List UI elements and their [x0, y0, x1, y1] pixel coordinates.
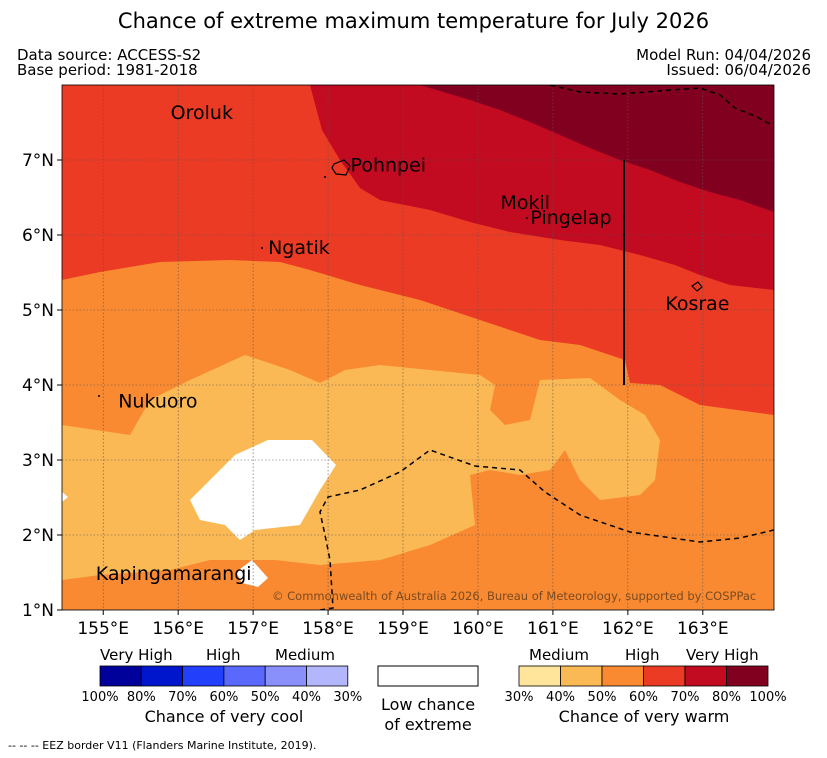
legend: Very High High Medium 100% 80% 70% 60% 50% 40… — [81, 646, 787, 734]
percent-label: 80% — [127, 690, 156, 705]
place-label: Kapingamarangi — [96, 563, 252, 585]
percent-label: 100% — [749, 690, 786, 705]
ngatik-dot — [261, 247, 263, 249]
lat-tick-label: 6°N — [22, 226, 54, 246]
cool-level-high: High — [206, 646, 240, 664]
nukuoro-dot — [98, 395, 100, 397]
lat-tick-label: 4°N — [22, 376, 54, 396]
map-title: Chance of extreme maximum temperature fo… — [117, 9, 710, 33]
data-source: Data source: ACCESS-S2 — [17, 46, 202, 64]
cool-colorbar — [99, 665, 349, 687]
lon-tick-label: 157°E — [227, 619, 279, 639]
kosrae-outline — [691, 281, 703, 292]
percent-label: 100% — [81, 690, 118, 705]
region-80-100 — [420, 85, 774, 212]
colorbar-swatch — [726, 665, 769, 687]
lon-tick-label: 156°E — [152, 619, 204, 639]
colorbar-swatch — [223, 665, 266, 687]
legend-warm: Medium High Very High 30% 40% 50% 60% 70% 80%… — [505, 646, 787, 726]
neutral-label-line1: Low chance — [381, 695, 475, 714]
lat-tick-label: 7°N — [22, 151, 54, 171]
region-40-50 — [62, 355, 660, 580]
pingelap-dot — [526, 217, 528, 219]
lon-tick-label: 155°E — [77, 619, 129, 639]
data-info: Data source: ACCESS-S2 Base period: 1981… — [17, 48, 201, 78]
lon-tick-label: 159°E — [377, 619, 429, 639]
cool-legend-title: Chance of very cool — [145, 707, 304, 726]
place-label: Nukuoro — [118, 391, 197, 413]
place-label: Oroluk — [171, 102, 233, 124]
percent-label: 40% — [292, 690, 321, 705]
lon-tick-label: 160°E — [452, 619, 504, 639]
lat-tick-label: 5°N — [22, 301, 54, 321]
place-label: Kosrae — [665, 293, 729, 315]
place-label: Pingelap — [530, 207, 611, 229]
neutral-label-line2: of extreme — [384, 715, 471, 734]
percent-label: 30% — [333, 690, 362, 705]
model-run: Model Run: 04/04/2026 — [636, 46, 811, 64]
lon-tick-label: 162°E — [602, 619, 654, 639]
lon-tick-label: 158°E — [302, 619, 354, 639]
warm-colorbar — [518, 665, 769, 687]
place-label: Mokil — [500, 192, 550, 214]
base-period: Base period: 1981-2018 — [17, 61, 198, 79]
region-low-chance-west — [62, 492, 68, 502]
percent-label: 60% — [629, 690, 658, 705]
cool-level-very-high: Very High — [100, 646, 173, 664]
colorbar-swatch — [182, 665, 225, 687]
lat-tick-label: 1°N — [22, 601, 54, 621]
eez-footnote: -- -- -- EEZ border V11 (Flanders Marine… — [8, 739, 317, 752]
region-low-chance — [190, 440, 336, 540]
axis-ticks: 155°E 156°E 157°E 158°E 159°E 160°E 161°E 162°E… — [22, 151, 729, 639]
plot-frame — [61, 84, 775, 611]
cool-level-medium: Medium — [275, 646, 335, 664]
region-low-chance-south — [236, 560, 268, 587]
islands — [98, 159, 703, 397]
run-info: Model Run: 04/04/2026 Issued: 06/04/2026 — [636, 48, 811, 78]
lat-tick-label: 2°N — [22, 526, 54, 546]
percent-label: 80% — [712, 690, 741, 705]
color-regions — [62, 85, 774, 610]
legend-neutral: Low chance of extreme — [377, 665, 479, 734]
issued-date: Issued: 06/04/2026 — [666, 61, 811, 79]
percent-label: 40% — [546, 690, 575, 705]
cool-percent-labels: 100% 80% 70% 60% 50% 40% 30% — [81, 690, 362, 705]
legend-cool: Very High High Medium 100% 80% 70% 60% 50% 40… — [81, 646, 362, 726]
warm-percent-labels: 30% 40% 50% 60% 70% 80% 100% — [505, 690, 787, 705]
copyright-notice: © Commonwealth of Australia 2026, Bureau… — [272, 589, 756, 603]
neutral-swatch — [377, 665, 479, 687]
colorbar-swatch — [140, 665, 184, 687]
colorbar-swatch — [560, 665, 603, 687]
graticule — [62, 85, 774, 611]
percent-label: 70% — [671, 690, 700, 705]
lat-tick-label: 3°N — [22, 451, 54, 471]
lon-tick-label: 161°E — [527, 619, 579, 639]
colorbar-swatch — [99, 665, 142, 687]
colorbar-swatch — [684, 665, 727, 687]
percent-label: 50% — [588, 690, 617, 705]
eez-borders — [319, 85, 774, 610]
percent-label: 30% — [505, 690, 534, 705]
place-label: Ngatik — [268, 237, 330, 259]
pohnpei-outline — [331, 159, 351, 176]
colorbar-swatch — [518, 665, 561, 687]
percent-label: 70% — [168, 690, 197, 705]
warm-legend-title: Chance of very warm — [559, 707, 730, 726]
colorbar-swatch — [264, 665, 307, 687]
ant-atoll-dot — [324, 176, 326, 178]
percent-label: 60% — [209, 690, 238, 705]
place-label: Pohnpei — [351, 154, 427, 176]
warm-level-high: High — [625, 646, 659, 664]
colorbar-swatch — [601, 665, 644, 687]
colorbar-swatch — [643, 665, 686, 687]
warm-level-medium: Medium — [529, 646, 589, 664]
warm-level-very-high: Very High — [686, 646, 759, 664]
percent-label: 50% — [251, 690, 280, 705]
colorbar-swatch — [306, 665, 349, 687]
lon-tick-label: 163°E — [677, 619, 729, 639]
